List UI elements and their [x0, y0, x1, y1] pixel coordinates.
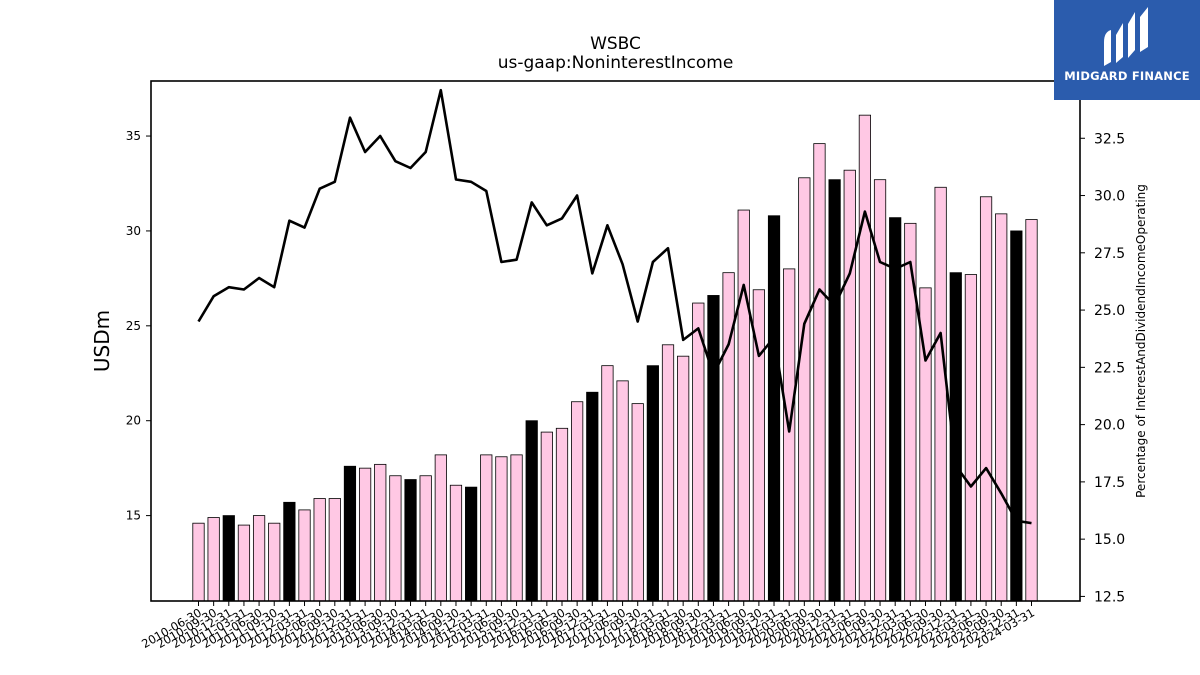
- y2-tick-label: 17.5: [1094, 475, 1125, 491]
- bar-2011-12-31: [283, 501, 296, 602]
- y2-tick-label: 25.0: [1094, 303, 1125, 319]
- bar-2020-12-31: [828, 179, 841, 602]
- y-tick-label: 30: [126, 224, 141, 238]
- bar-2023-09-30: [995, 213, 1008, 602]
- y2-tick-label: 27.5: [1094, 246, 1125, 262]
- x-axis: 2010-06-302010-09-302010-12-312011-03-31…: [139, 601, 1037, 651]
- y2-tick-label: 12.5: [1094, 589, 1125, 605]
- bar-2016-09-30: [571, 401, 584, 602]
- bar-2014-03-31: [419, 475, 432, 602]
- y-tick-label: 20: [126, 414, 141, 428]
- bar-2013-03-31: [358, 467, 372, 602]
- bar-2015-06-30: [495, 456, 508, 602]
- bar-2012-09-30: [328, 498, 341, 602]
- bar-2016-12-31: [586, 391, 599, 602]
- bar-2019-03-31: [722, 272, 735, 602]
- bar-2010-12-31: [222, 515, 235, 602]
- bar-2017-03-31: [601, 365, 614, 602]
- bar-2021-09-30: [873, 179, 887, 602]
- bar-2017-12-31: [646, 365, 659, 602]
- bar-2019-12-31: [767, 215, 781, 602]
- bar-2023-06-30: [979, 196, 993, 602]
- bar-2016-03-31: [540, 431, 553, 602]
- bar-2013-09-30: [389, 475, 402, 602]
- bar-2020-03-31: [783, 268, 796, 602]
- y2-axis-label: Percentage of InterestAndDividendIncomeO…: [1134, 184, 1148, 498]
- y-tick-label: 35: [126, 129, 141, 143]
- bar-2015-12-31: [525, 420, 538, 602]
- bar-2023-03-31: [964, 274, 978, 602]
- y-axis-label: USDm: [90, 310, 114, 372]
- percentage-line: [197, 88, 1032, 525]
- bar-2017-06-30: [616, 380, 629, 602]
- bar-2020-06-30: [798, 177, 811, 602]
- midgard-logo-mark: [1104, 7, 1148, 66]
- bar-2012-06-30: [313, 498, 326, 602]
- bar-series: [192, 114, 1038, 602]
- bar-2014-09-30: [449, 484, 463, 602]
- brand-name: MIDGARD FINANCE: [1064, 69, 1190, 83]
- chart-subtitle: us-gaap:NoninterestIncome: [498, 53, 734, 73]
- y2-tick-label: 15.0: [1094, 532, 1125, 548]
- bar-2018-12-31: [707, 295, 720, 602]
- bar-2010-06-30: [192, 522, 205, 602]
- right-axis: 12.5 15.0 17.5 20.0 22.5 25.0 27.5 30.0 32.5: [1080, 131, 1125, 605]
- y2-tick-label: 30.0: [1094, 189, 1125, 205]
- bar-2015-09-30: [510, 454, 523, 602]
- y2-tick-label: 32.5: [1094, 131, 1125, 147]
- chart-title: WSBC: [590, 34, 641, 54]
- bar-2021-03-31: [843, 169, 856, 602]
- bar-2021-06-30: [858, 114, 872, 602]
- bar-2010-09-30: [207, 517, 220, 602]
- bar-2024-03-31: [1025, 219, 1038, 602]
- bar-2013-06-30: [374, 463, 387, 602]
- bar-2016-06-30: [555, 427, 569, 602]
- bar-2018-03-31: [661, 344, 675, 602]
- line-series: [197, 88, 1032, 525]
- bar-2011-03-31: [237, 524, 251, 602]
- bar-2018-06-30: [677, 355, 690, 602]
- y-tick-label: 15: [126, 509, 141, 523]
- bar-2018-09-30: [692, 302, 705, 602]
- y2-tick-label: 20.0: [1094, 418, 1125, 434]
- bar-2017-09-30: [631, 403, 644, 602]
- bar-2014-06-30: [434, 454, 447, 602]
- plot-frame: [150, 80, 1081, 602]
- y2-tick-label: 22.5: [1094, 360, 1125, 376]
- bar-2021-12-31: [889, 217, 902, 602]
- bar-2011-06-30: [252, 515, 266, 602]
- bar-2014-12-31: [465, 486, 478, 602]
- bar-2013-12-31: [404, 479, 417, 602]
- y-tick-label: 25: [126, 319, 141, 333]
- bar-2023-12-31: [1010, 230, 1023, 602]
- bar-2012-12-31: [343, 465, 357, 602]
- bar-2022-09-30: [934, 186, 947, 602]
- bar-2011-09-30: [268, 522, 281, 602]
- bar-2020-09-30: [813, 143, 826, 602]
- brand-logo: MIDGARD FINANCE: [1054, 0, 1200, 100]
- bar-2019-06-30: [737, 209, 750, 602]
- bar-2015-03-31: [480, 454, 493, 602]
- left-axis: 15 20 25 30 35: [126, 129, 151, 523]
- bar-2012-03-31: [298, 509, 311, 602]
